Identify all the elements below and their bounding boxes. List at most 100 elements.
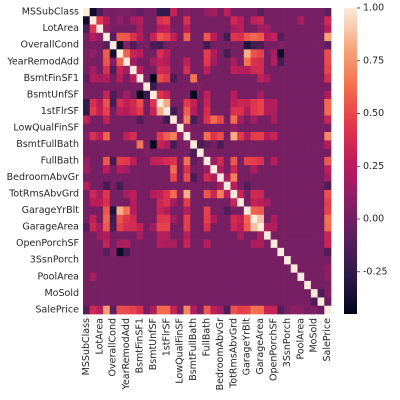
heatmap-cell [143,264,151,273]
heatmap-cell [304,289,312,298]
heatmap-cell [223,280,231,290]
heatmap-cell [290,223,298,232]
column-tick-label: BsmtFinSF1 [134,318,145,373]
heatmap-cell [176,305,184,315]
heatmap-cell [103,305,111,315]
heatmap-cell [243,239,251,249]
heatmap-cell [257,173,265,183]
heatmap-cell [277,132,285,141]
heatmap-cell [176,256,184,265]
heatmap-cell [170,49,178,58]
heatmap-cell [129,107,137,116]
heatmap-cell [243,57,251,67]
heatmap-cell [183,247,191,257]
heatmap-cell [210,148,218,158]
heatmap-cell [150,32,158,42]
heatmap-cell [297,132,305,141]
heatmap-cell [143,206,151,216]
heatmap-cell [243,181,251,191]
heatmap-cell [290,198,298,207]
heatmap-cell [170,16,178,25]
heatmap-cell [170,24,178,34]
heatmap-cell [243,16,251,25]
heatmap-cell [210,90,218,100]
heatmap-cell [263,24,272,34]
heatmap-cell [317,165,325,174]
heatmap-cell [324,206,332,216]
heatmap-cell [123,90,131,100]
heatmap-cell [123,264,131,273]
heatmap-cell [317,65,325,75]
heatmap-cell [257,32,265,42]
heatmap-cell [156,57,164,67]
heatmap-cell [270,198,278,207]
column-tick-label: GarageYrBlt [242,318,253,376]
heatmap-cell [116,98,124,108]
heatmap-cell [89,16,97,25]
heatmap-cell [103,280,111,290]
heatmap-cell [123,82,131,92]
heatmap-cell [223,24,231,34]
heatmap-cell [324,115,332,125]
heatmap-cell [183,272,191,282]
heatmap-cell [123,223,131,232]
heatmap-cell [129,214,137,224]
heatmap-cell [190,280,198,290]
heatmap-cell [190,156,198,166]
heatmap-cell [223,132,231,141]
heatmap-cell [277,189,285,199]
heatmap-cell [103,16,111,25]
heatmap-cell [136,148,144,158]
heatmap-cell [243,98,251,108]
heatmap-cell [116,123,124,133]
heatmap-cell [317,198,325,207]
heatmap-cell [143,115,151,125]
heatmap-cell [143,165,151,174]
heatmap-cell [304,140,312,149]
heatmap-cell [297,98,305,108]
heatmap-cell [96,165,104,174]
heatmap-cell [190,115,198,125]
heatmap-cell [203,65,211,75]
heatmap-cell [277,16,285,25]
heatmap-cell [210,57,218,67]
heatmap-cell [263,82,272,92]
heatmap-cell [290,189,298,199]
heatmap-cell [237,305,245,315]
heatmap-cell [284,65,292,75]
heatmap-cell [324,189,332,199]
heatmap-cell [103,173,111,183]
heatmap-cell [310,247,318,257]
heatmap-cell [317,189,325,199]
heatmap-cell [190,214,198,224]
heatmap-cell [230,32,238,42]
heatmap-cell [163,272,171,282]
heatmap-cell [123,198,131,207]
heatmap-cell [210,231,218,240]
heatmap-cell [257,8,265,17]
colorbar-tick-label: 0.50 [363,108,384,119]
heatmap-cell [103,223,111,232]
heatmap-cell [304,24,312,34]
row-tick-label: MoSold [44,288,79,299]
heatmap-cell [136,16,144,25]
heatmap-cell [217,41,225,50]
heatmap-cell [163,305,171,315]
heatmap-cell [170,123,178,133]
heatmap-cell [156,90,164,100]
heatmap-cell [129,256,137,265]
heatmap-cell [136,272,144,282]
heatmap-cell [96,123,104,133]
heatmap-cell [89,132,97,141]
heatmap-cell [210,24,218,34]
heatmap-cell [237,65,245,75]
heatmap-cell [317,32,325,42]
heatmap-cell [129,132,137,141]
heatmap-cell [304,148,312,158]
heatmap-cell [257,231,265,240]
heatmap-cell [230,57,238,67]
heatmap-cell [284,264,292,273]
heatmap-cell [277,41,285,50]
heatmap-cell [170,115,178,125]
heatmap-cell [136,65,144,75]
